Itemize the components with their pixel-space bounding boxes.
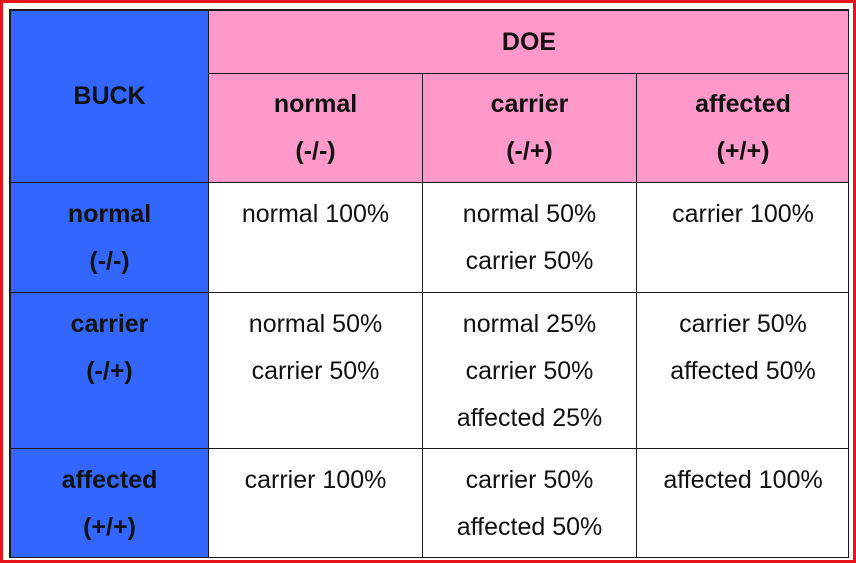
punnett-square-table: BUCK DOE normal (-/-) carrier (-/+) affe…	[10, 10, 848, 557]
result-cell: carrier 100%	[208, 448, 423, 557]
result-line: carrier 50%	[251, 357, 380, 385]
doe-column-genotype: (+/+)	[716, 137, 770, 165]
result-line: carrier 50%	[465, 466, 594, 494]
buck-row-name: carrier	[70, 310, 149, 338]
result-line: normal 50%	[462, 200, 597, 228]
buck-header: BUCK	[10, 10, 209, 183]
buck-row-name: normal	[67, 200, 152, 228]
result-line: affected 50%	[670, 357, 816, 385]
result-cell: carrier 50% affected 50%	[635, 292, 848, 449]
result-line: carrier 50%	[465, 247, 594, 275]
doe-title: DOE	[501, 27, 557, 56]
buck-row-carrier: carrier (-/+)	[10, 292, 209, 449]
doe-column-name: normal	[273, 90, 358, 118]
buck-row-normal: normal (-/-)	[10, 182, 209, 293]
doe-column-name: affected	[695, 90, 791, 118]
result-line: carrier 50%	[465, 357, 594, 385]
buck-row-name: affected	[61, 466, 158, 494]
doe-column-affected: affected (+/+)	[635, 73, 848, 183]
result-line: affected 50%	[456, 513, 603, 541]
result-line: affected 100%	[663, 466, 823, 494]
doe-column-genotype: (-/-)	[295, 137, 336, 165]
buck-title: BUCK	[73, 82, 146, 110]
result-line: affected 25%	[456, 404, 603, 432]
result-cell: carrier 50% affected 50%	[422, 448, 637, 557]
table-row-buck-carrier: carrier (-/+) normal 50% carrier 50% nor…	[10, 292, 848, 449]
doe-column-name: carrier	[490, 90, 569, 118]
buck-row-affected: affected (+/+)	[10, 448, 209, 557]
result-cell: normal 100%	[208, 182, 423, 293]
buck-row-genotype: (-/+)	[86, 357, 133, 385]
result-line: carrier 50%	[679, 310, 807, 338]
table-row-buck-normal: normal (-/-) normal 100% normal 50% carr…	[10, 182, 848, 293]
result-cell: carrier 100%	[635, 182, 848, 293]
doe-column-genotype: (-/+)	[506, 137, 553, 165]
result-cell: affected 100%	[635, 448, 848, 557]
buck-row-genotype: (-/-)	[89, 247, 130, 275]
table-border: BUCK DOE normal (-/-) carrier (-/+) affe…	[9, 9, 849, 558]
result-line: carrier 100%	[244, 466, 387, 494]
doe-header: DOE	[207, 10, 848, 74]
result-cell: normal 25% carrier 50% affected 25%	[422, 292, 637, 449]
buck-row-genotype: (+/+)	[83, 513, 136, 541]
result-line: normal 50%	[248, 310, 383, 338]
result-cell: normal 50% carrier 50%	[422, 182, 637, 293]
result-cell: normal 50% carrier 50%	[208, 292, 423, 449]
doe-column-normal: normal (-/-)	[208, 73, 423, 183]
table-row-buck-affected: affected (+/+) carrier 100% carrier 50% …	[10, 448, 848, 557]
doe-column-carrier: carrier (-/+)	[422, 73, 637, 183]
result-line: carrier 100%	[672, 200, 814, 228]
result-line: normal 25%	[462, 310, 597, 338]
result-line: normal 100%	[241, 200, 390, 228]
